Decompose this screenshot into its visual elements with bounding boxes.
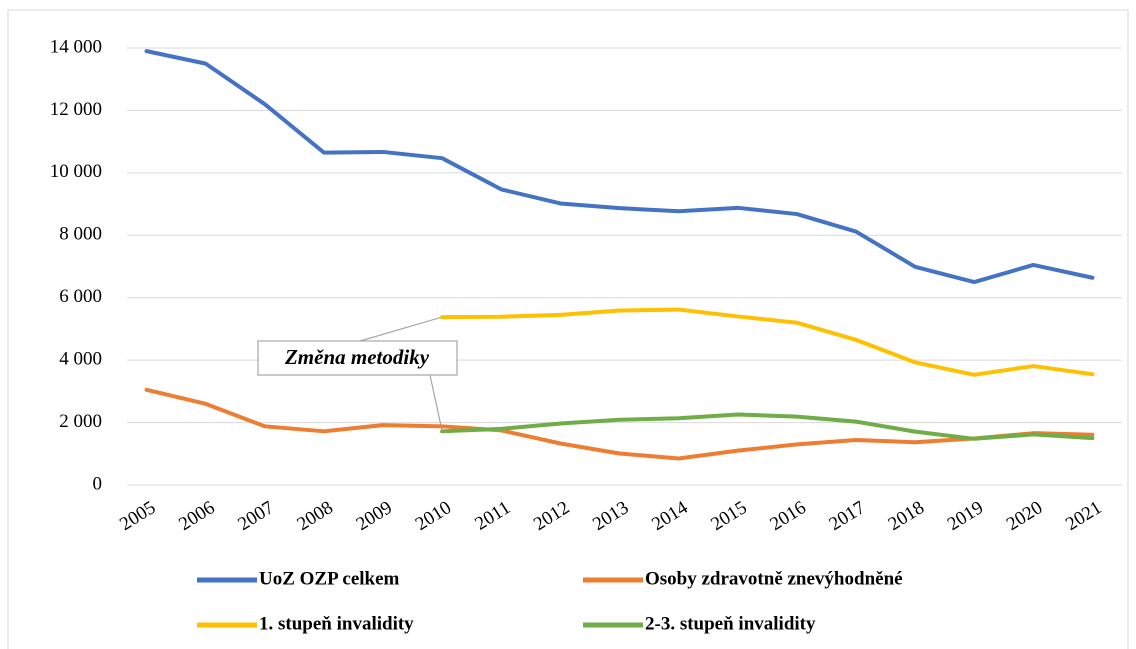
chart-border xyxy=(7,9,1129,649)
y-tick-label: 10 000 xyxy=(50,161,102,182)
y-tick-label: 8 000 xyxy=(59,224,102,245)
y-tick-label: 12 000 xyxy=(50,99,102,120)
annotation-box xyxy=(257,340,458,376)
y-tick-label: 14 000 xyxy=(50,36,102,57)
series-line xyxy=(440,412,1095,441)
annotation-leader xyxy=(429,374,443,432)
series-line xyxy=(144,387,1095,461)
y-tick-label: 6 000 xyxy=(59,286,102,307)
legend-label: 2-3. stupeň invalidity xyxy=(645,613,816,634)
annotation-leader xyxy=(359,316,443,342)
legend-label: Osoby zdravotně znevýhodněné xyxy=(645,568,903,589)
series-line xyxy=(144,49,1095,285)
legend-label: 1. stupeň invalidity xyxy=(259,613,414,634)
legend-label: UoZ OZP celkem xyxy=(259,568,400,589)
y-tick-label: 2 000 xyxy=(59,411,102,432)
y-tick-label: 4 000 xyxy=(59,349,102,370)
annotation: Změna metodiky xyxy=(284,345,430,369)
y-tick-label: 0 xyxy=(93,473,103,494)
series-line xyxy=(440,307,1095,377)
